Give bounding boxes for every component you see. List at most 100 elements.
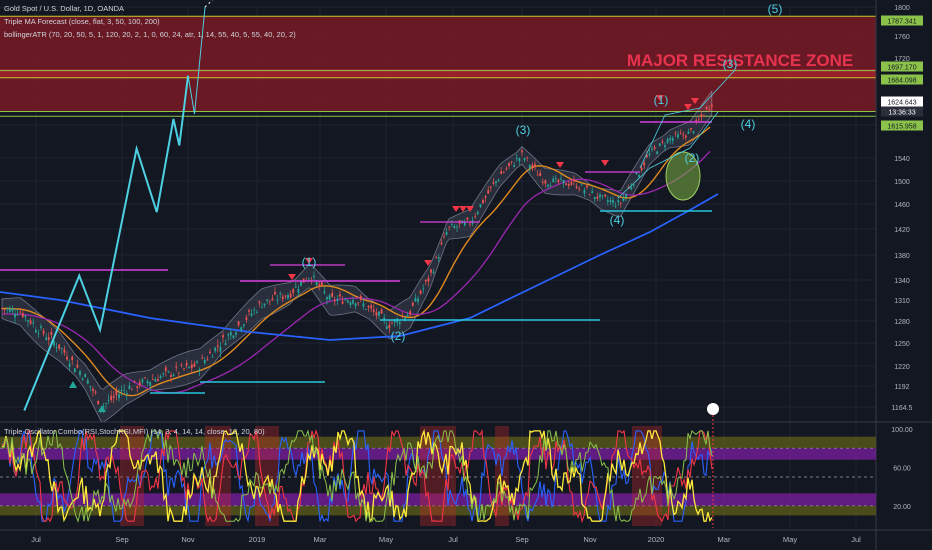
time-tick-label: 2020 xyxy=(648,535,665,544)
candle-body xyxy=(164,367,167,372)
candle-body xyxy=(705,106,708,109)
candle-body xyxy=(674,132,677,134)
sell-signal-marker xyxy=(556,162,564,168)
candle-body xyxy=(354,303,357,307)
candle-body xyxy=(81,378,84,380)
candle-body xyxy=(37,333,40,335)
candle-body xyxy=(66,356,68,360)
candle-body xyxy=(253,309,256,311)
candle-body xyxy=(289,293,292,298)
candle-body xyxy=(635,172,638,175)
oscillator-tick-label: 20.00 xyxy=(893,504,911,511)
candle-body xyxy=(432,271,435,273)
time-tick-label: Mar xyxy=(314,535,327,544)
candle-body xyxy=(196,361,198,363)
price-label: 1684.098 xyxy=(887,78,916,85)
candle-body xyxy=(651,148,653,150)
price-label: 13:36:33 xyxy=(888,110,915,117)
candle-body xyxy=(315,281,318,286)
candle-body xyxy=(463,221,466,226)
candle-body xyxy=(497,179,500,181)
price-tick-label: 1500 xyxy=(894,179,910,186)
candle-body xyxy=(6,308,9,310)
candle-body xyxy=(11,308,14,312)
oscillator-value-badge xyxy=(707,403,719,415)
price-tick-label: 1220 xyxy=(894,364,910,371)
candle-body xyxy=(391,323,393,325)
candle-body xyxy=(258,301,261,304)
price-tick-label: 1720 xyxy=(894,56,910,63)
highlight-ellipse xyxy=(665,151,701,201)
candle-body xyxy=(118,394,120,399)
candle-body xyxy=(313,275,315,278)
candle-body xyxy=(320,282,323,286)
candle-body xyxy=(401,316,404,318)
wave-label-7: (3) xyxy=(723,57,738,71)
candle-body xyxy=(149,381,152,386)
projection-line xyxy=(187,6,206,115)
candle-body xyxy=(268,300,271,302)
candle-body xyxy=(261,307,263,309)
candle-body xyxy=(68,363,71,367)
candle-body xyxy=(209,351,211,354)
candle-body xyxy=(357,302,360,304)
candle-body xyxy=(378,311,380,316)
candle-body xyxy=(292,289,295,293)
candle-body xyxy=(640,167,643,171)
candle-body xyxy=(94,391,97,393)
candle-body xyxy=(245,317,248,320)
candle-body xyxy=(567,184,570,186)
candle-body xyxy=(229,332,232,336)
candle-body xyxy=(424,279,427,282)
oscillator-tick-label: 100.00 xyxy=(891,427,913,434)
candle-body xyxy=(73,368,76,373)
candle-body xyxy=(573,179,575,182)
candle-body xyxy=(372,309,375,312)
buy-signal-marker xyxy=(69,381,77,388)
candle-body xyxy=(484,195,487,198)
oversold-band-bottom xyxy=(0,505,876,516)
candle-body xyxy=(528,165,531,169)
candle-body xyxy=(599,194,601,198)
resistance-zone xyxy=(0,16,876,112)
candle-body xyxy=(643,162,646,166)
candle-body xyxy=(136,386,139,388)
time-tick-label: Sep xyxy=(515,535,528,544)
indicator-triple-ma: Triple MA Forecast (close, flat, 3, 50, … xyxy=(4,17,160,26)
candle-body xyxy=(430,269,432,273)
candle-body xyxy=(544,180,547,184)
wave-label-4: (4) xyxy=(610,213,625,227)
candle-body xyxy=(271,298,274,301)
candle-body xyxy=(175,366,178,368)
candle-body xyxy=(692,131,695,134)
wave-label-6: (2) xyxy=(685,151,700,165)
candle-body xyxy=(440,242,443,245)
wave-label-2: (2) xyxy=(391,329,406,343)
overbought-band-top xyxy=(0,436,876,449)
symbol-title: Gold Spot / U.S. Dollar, 1D, OANDA xyxy=(4,4,125,13)
price-tick-label: 1280 xyxy=(894,319,910,326)
candle-body xyxy=(531,164,534,168)
candle-body xyxy=(687,131,690,134)
wave-label-8: (4) xyxy=(741,117,756,131)
candle-body xyxy=(352,300,354,304)
time-tick-label: Jul xyxy=(448,535,458,544)
sell-signal-marker xyxy=(656,95,664,101)
candle-body xyxy=(500,171,503,175)
candle-body xyxy=(110,395,113,401)
wave-channel-upper xyxy=(639,69,736,169)
candle-body xyxy=(232,335,235,338)
candle-body xyxy=(414,298,417,302)
candle-body xyxy=(656,151,659,155)
candle-body xyxy=(510,161,513,163)
resistance-inner-band xyxy=(0,69,876,78)
candle-body xyxy=(482,199,484,204)
oscillator-alert-zone xyxy=(205,426,231,526)
candle-body xyxy=(107,399,110,401)
candle-body xyxy=(612,200,614,203)
candle-body xyxy=(362,303,365,307)
candle-body xyxy=(609,200,612,203)
price-label-bg xyxy=(881,106,923,117)
candle-body xyxy=(489,186,492,188)
